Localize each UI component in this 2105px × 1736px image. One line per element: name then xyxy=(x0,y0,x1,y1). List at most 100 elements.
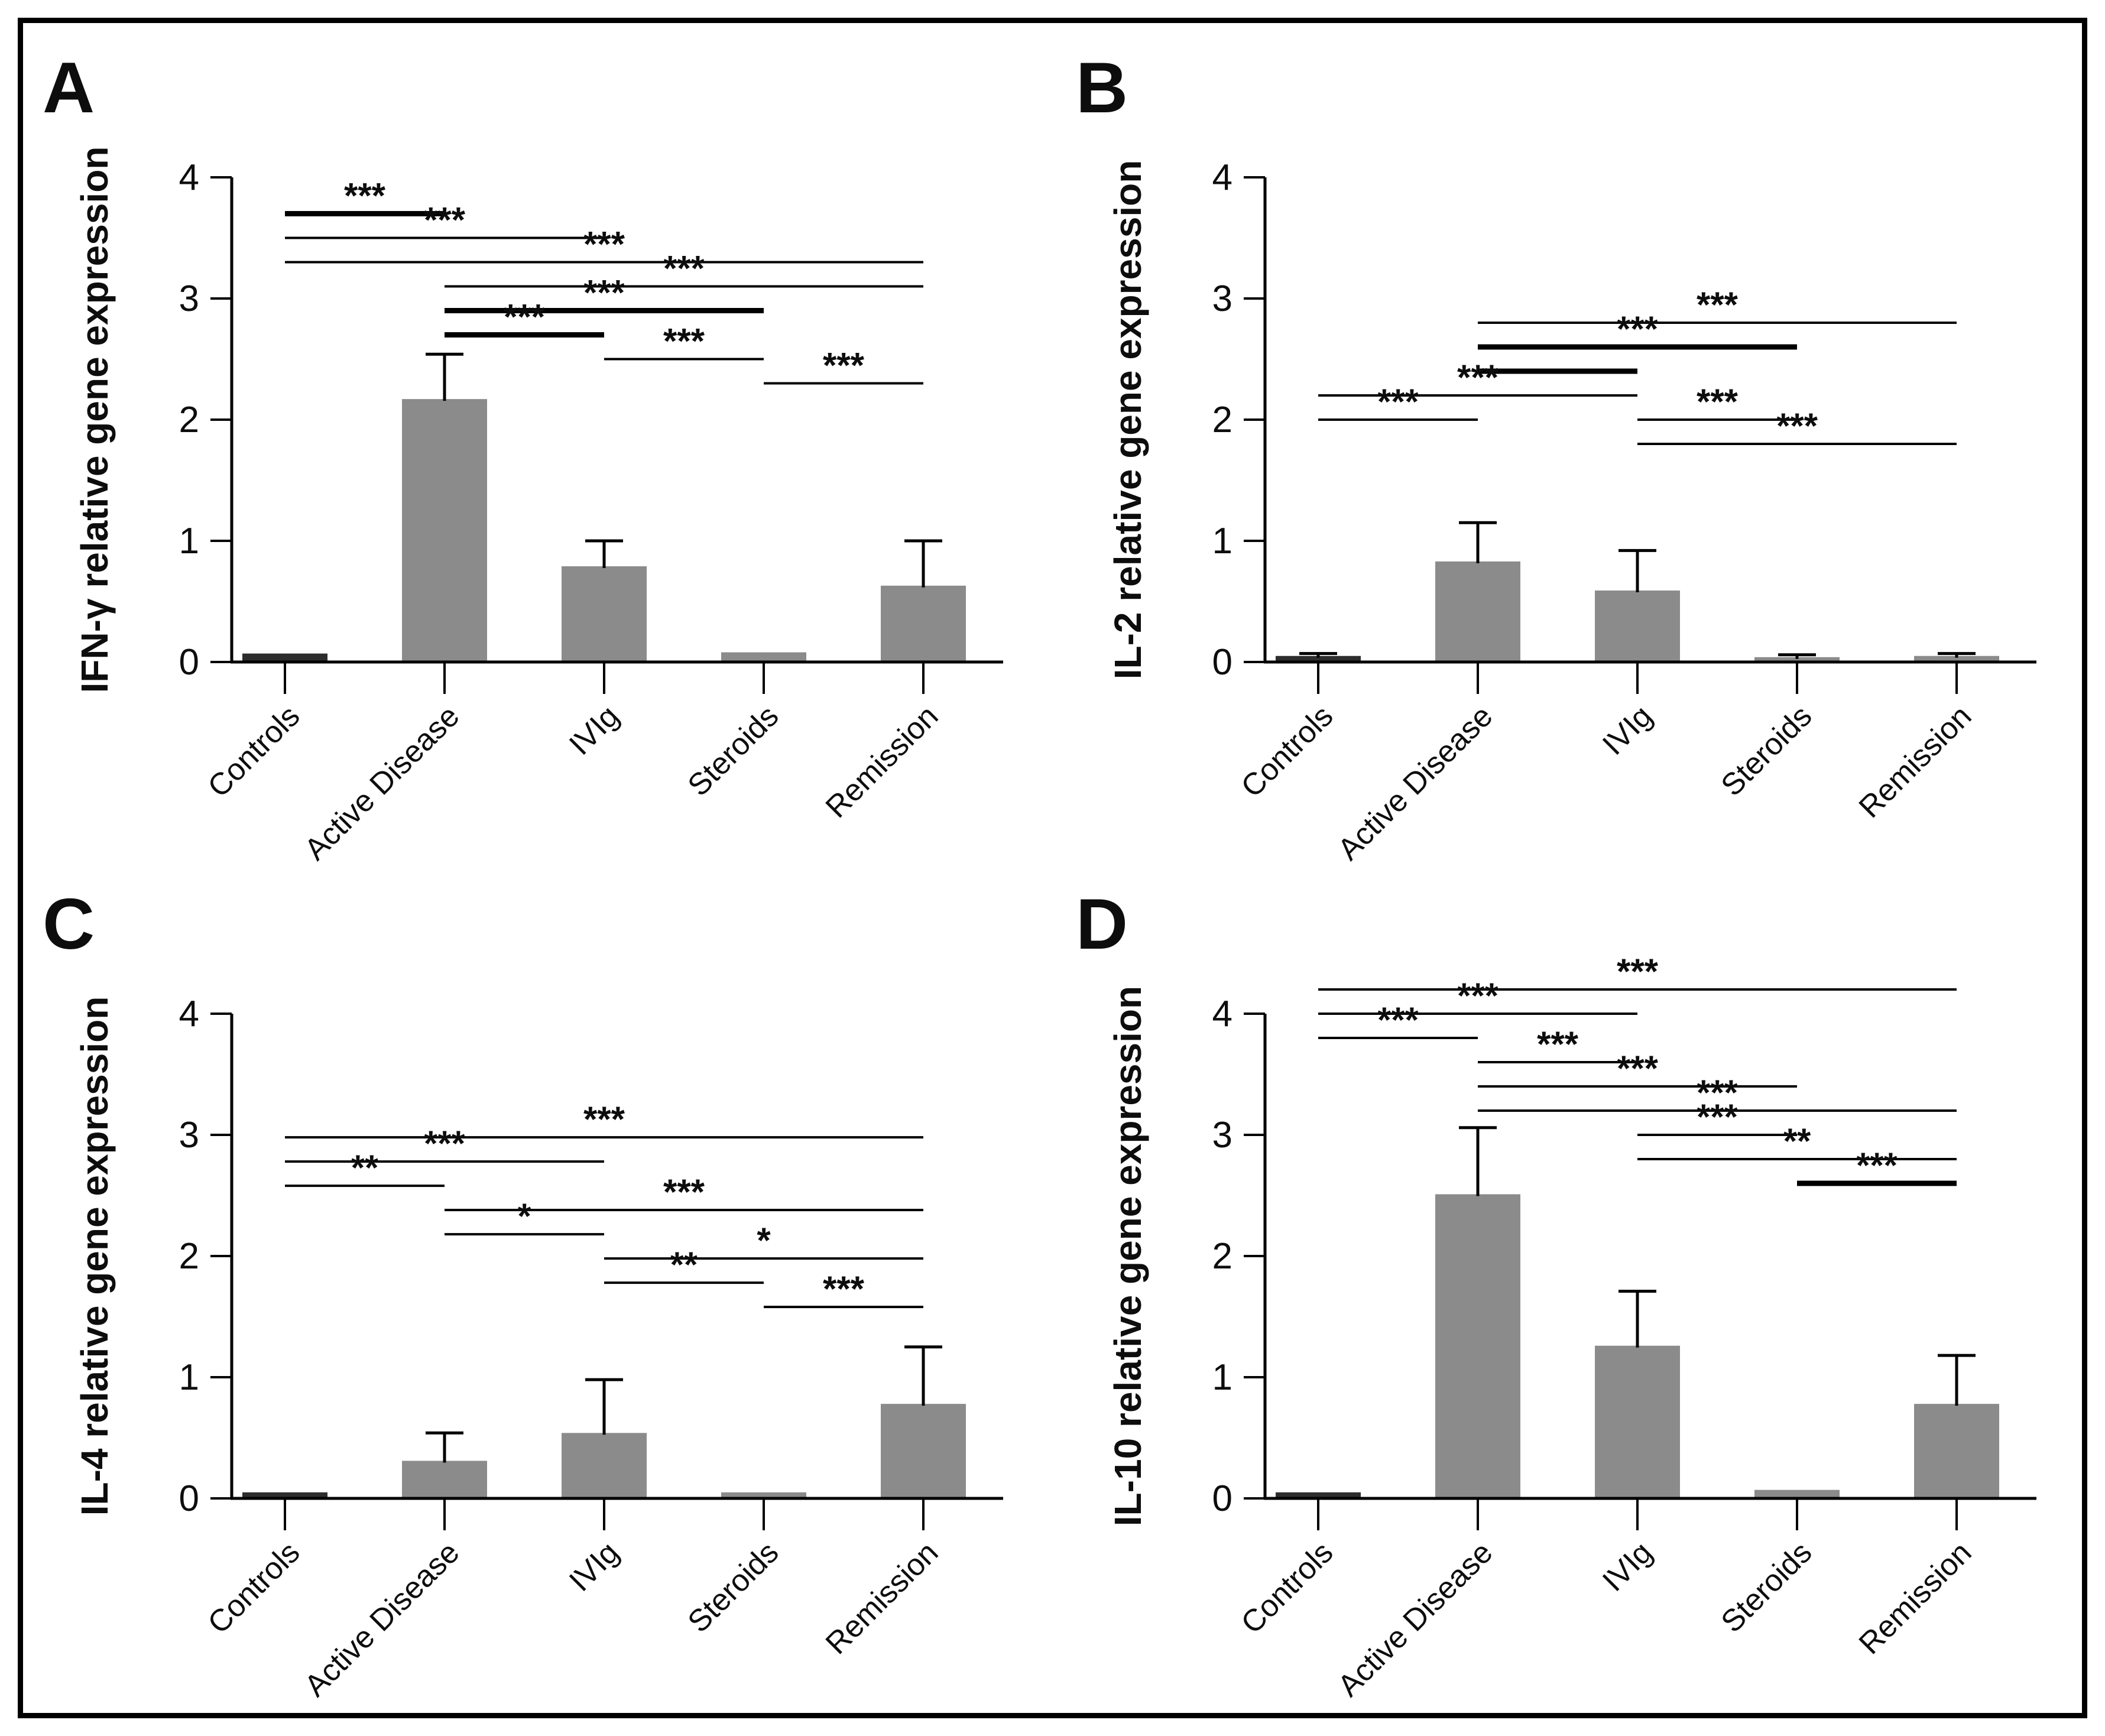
panel-d: *** *** *** *** *** *** *** ** *** 0 1 2 3 4 Controls A… xyxy=(1064,860,2087,1703)
y-tick-label-1: 1 xyxy=(179,521,199,562)
x-tick-label-remission: Remission xyxy=(1853,1535,1978,1661)
y-tick-label-0: 0 xyxy=(1212,1478,1232,1519)
sig-stars-active-disease-ivig: *** xyxy=(1537,1024,1579,1064)
sig-stars-ivig-steroids: *** xyxy=(663,322,705,361)
x-tick-label-remission: Remission xyxy=(819,1535,945,1661)
y-tick-label-0: 0 xyxy=(179,1478,199,1519)
x-tick-label-controls: Controls xyxy=(1235,699,1340,804)
sig-stars-ivig-remission: ** xyxy=(1783,1121,1811,1161)
y-tick-label-1: 1 xyxy=(1212,521,1232,562)
sig-stars-controls-ivig: *** xyxy=(424,1124,466,1163)
sig-stars-controls-ivig: *** xyxy=(1457,976,1499,1015)
y-tick-label-0: 0 xyxy=(179,642,199,683)
y-tick-label-4: 4 xyxy=(1212,994,1232,1034)
bar-remission xyxy=(1914,656,1999,662)
bar-steroids xyxy=(1754,657,1840,662)
y-tick-label-4: 4 xyxy=(1212,157,1232,198)
x-tick-label-steroids: Steroids xyxy=(1715,699,1819,803)
bar-active-disease xyxy=(402,399,487,662)
panel-a: *** *** *** *** *** *** *** *** 0 1 2 3 4 Controls Act… xyxy=(31,24,1053,867)
sig-stars-controls-active-disease: *** xyxy=(344,176,386,216)
bar-active-disease xyxy=(402,1461,487,1498)
figure-border xyxy=(18,18,2087,1718)
y-axis-label: IL-2 relative gene expression xyxy=(1107,160,1149,680)
sig-stars-active-disease-ivig: *** xyxy=(504,297,546,337)
bar-ivig xyxy=(562,566,647,662)
x-tick-label-steroids: Steroids xyxy=(682,699,786,803)
x-tick-label-steroids: Steroids xyxy=(682,1535,786,1639)
x-tick-label-active-disease: Active Disease xyxy=(1331,1535,1499,1703)
y-tick-label-2: 2 xyxy=(179,1236,199,1277)
panel-c: *** *** ** *** * * ** *** 0 1 2 3 4 Controls Active Di… xyxy=(31,860,1053,1703)
sig-stars-active-disease-remission: *** xyxy=(1697,285,1739,325)
sig-stars-controls-remission: *** xyxy=(1617,952,1659,991)
sig-stars-steroids-remission: *** xyxy=(823,1269,865,1309)
bar-controls xyxy=(242,1492,327,1498)
sig-stars-active-disease-remission: *** xyxy=(1697,1073,1739,1112)
sig-stars-controls-remission: *** xyxy=(583,225,625,264)
y-tick-label-1: 1 xyxy=(179,1357,199,1398)
bar-steroids xyxy=(1754,1490,1840,1498)
sig-stars-controls-remission: *** xyxy=(583,1099,625,1139)
y-tick-label-3: 3 xyxy=(1212,278,1232,319)
sig-stars-controls-active-disease: *** xyxy=(1377,382,1419,421)
y-tick-label-0: 0 xyxy=(1212,642,1232,683)
x-tick-label-ivig: IVIg xyxy=(563,1535,625,1598)
bar-ivig xyxy=(1595,1345,1680,1498)
x-tick-label-remission: Remission xyxy=(819,699,945,825)
y-tick-label-3: 3 xyxy=(1212,1115,1232,1156)
panel-a-chart: *** *** *** *** *** *** *** *** 0 1 2 3 4 ControlsAct… xyxy=(43,47,1003,867)
x-tick-label-active-disease: Active Disease xyxy=(1331,699,1499,867)
sig-stars-ivig-steroids: *** xyxy=(1697,382,1739,421)
sig-stars-active-disease-steroids: *** xyxy=(1617,309,1659,349)
panel-label-b: B xyxy=(1076,47,1128,128)
panel-label-a: A xyxy=(43,47,95,128)
x-tick-label-controls: Controls xyxy=(202,1535,307,1640)
bar-ivig xyxy=(1595,590,1680,662)
y-tick-label-4: 4 xyxy=(179,994,199,1034)
sig-stars-ivig-steroids: ** xyxy=(670,1245,698,1284)
sig-stars-active-disease-remission: *** xyxy=(663,1172,705,1212)
x-tick-label-ivig: IVIg xyxy=(1596,1535,1659,1598)
y-tick-label-2: 2 xyxy=(1212,1236,1232,1277)
panel-label-c: C xyxy=(43,884,95,964)
sig-stars-active-disease-remission: *** xyxy=(663,249,705,288)
bar-remission xyxy=(881,1404,966,1498)
x-tick-label-active-disease: Active Disease xyxy=(298,699,466,867)
y-tick-label-2: 2 xyxy=(1212,400,1232,440)
sig-stars-controls-ivig: *** xyxy=(424,200,466,240)
sig-stars-active-disease-steroids: *** xyxy=(583,273,625,313)
bar-active-disease xyxy=(1435,561,1520,662)
bar-steroids xyxy=(721,652,806,662)
bar-ivig xyxy=(562,1433,647,1498)
y-tick-label-1: 1 xyxy=(1212,1357,1232,1398)
bar-controls xyxy=(242,653,327,662)
sig-stars-ivig-remission: * xyxy=(757,1221,771,1260)
y-tick-label-2: 2 xyxy=(179,400,199,440)
y-tick-label-3: 3 xyxy=(179,1115,199,1156)
panel-label-d: D xyxy=(1076,884,1128,964)
y-tick-label-3: 3 xyxy=(179,278,199,319)
x-tick-label-steroids: Steroids xyxy=(1715,1535,1819,1639)
sig-stars-controls-active-disease: *** xyxy=(1377,1000,1419,1040)
sig-stars-steroids-remission: *** xyxy=(823,346,865,385)
sig-stars-ivig-steroids: *** xyxy=(1697,1097,1739,1137)
sig-stars-active-disease-steroids: *** xyxy=(1617,1049,1659,1088)
sig-stars-controls-ivig: *** xyxy=(1457,358,1499,397)
panel-b: *** *** *** *** *** *** 0 1 2 3 4 Controls Active Di… xyxy=(1064,24,2087,867)
x-tick-label-ivig: IVIg xyxy=(1596,699,1659,761)
bar-remission xyxy=(1914,1404,1999,1498)
bar-active-disease xyxy=(1435,1194,1520,1498)
y-axis-label: IL-10 relative gene expression xyxy=(1107,986,1149,1526)
sig-stars-controls-active-disease: ** xyxy=(351,1148,379,1187)
sig-stars-active-disease-ivig: * xyxy=(517,1196,531,1236)
x-tick-label-active-disease: Active Disease xyxy=(298,1535,466,1703)
x-tick-label-controls: Controls xyxy=(1235,1535,1340,1640)
x-tick-label-controls: Controls xyxy=(202,699,307,804)
bar-controls xyxy=(1276,656,1361,662)
bar-controls xyxy=(1276,1492,1361,1498)
sig-stars-steroids-remission: *** xyxy=(1856,1146,1898,1185)
